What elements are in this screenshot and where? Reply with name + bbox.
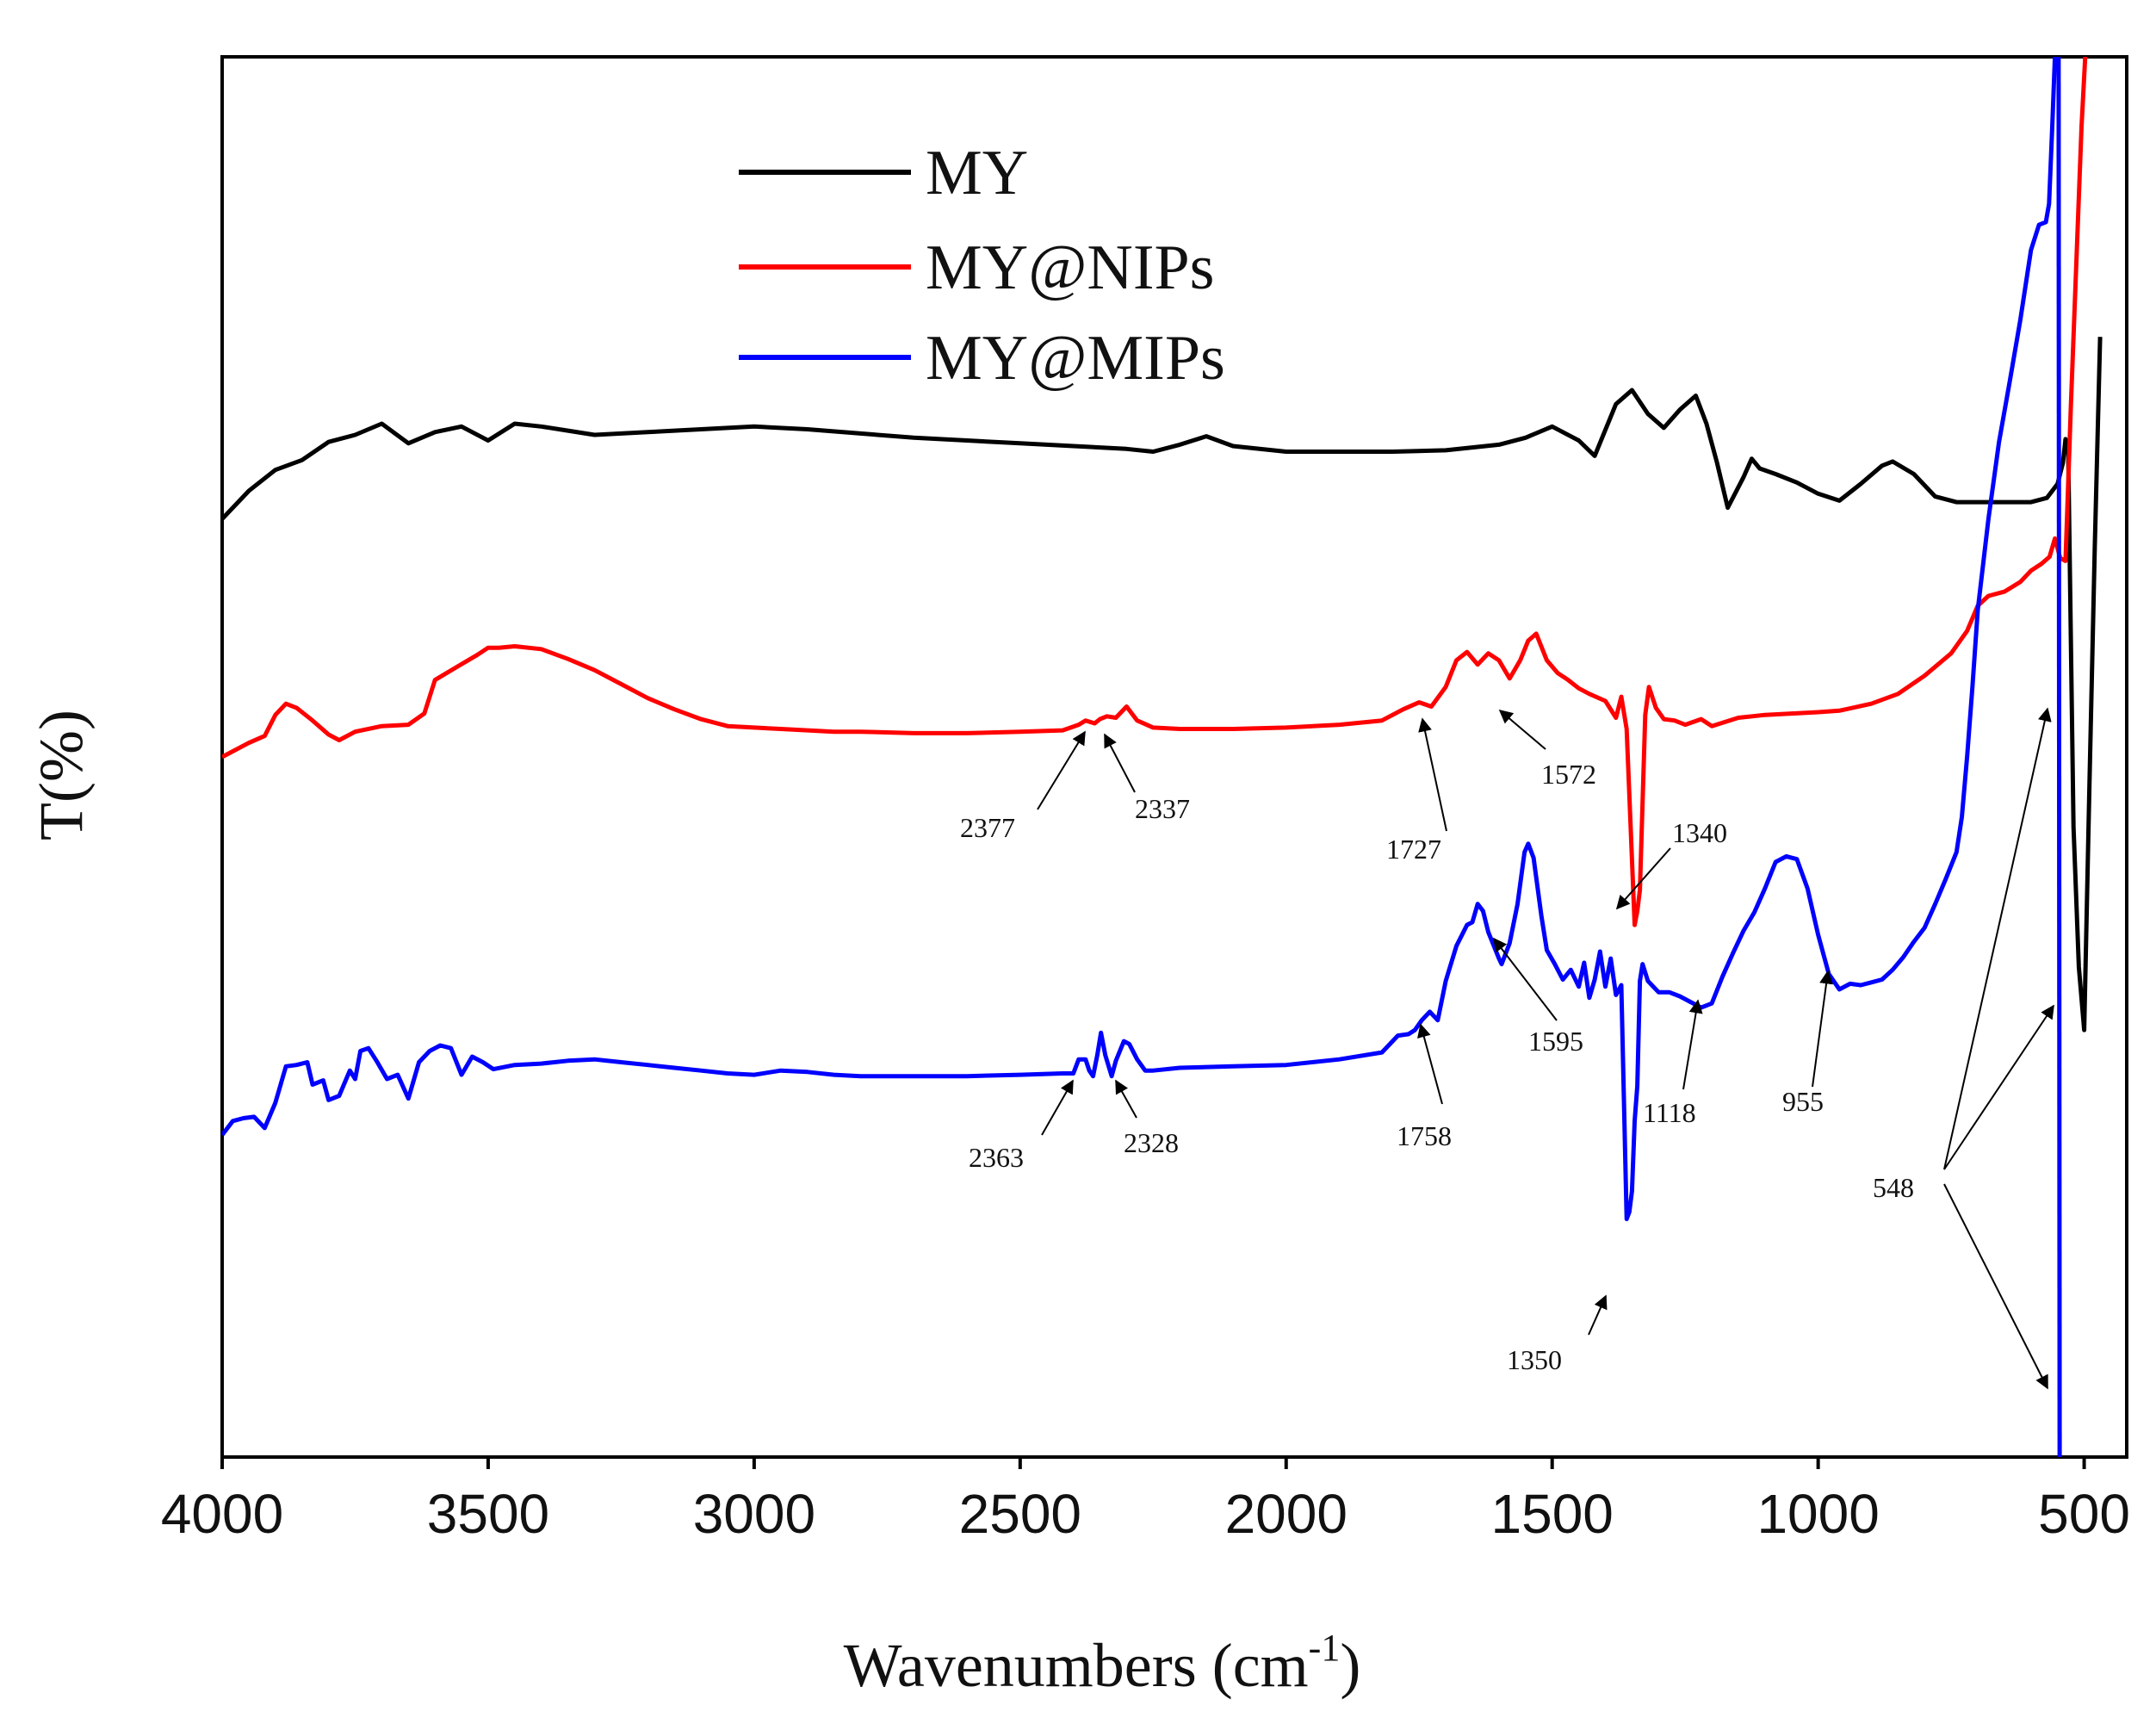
- series-line-my-nips: [222, 57, 2088, 927]
- arrow-1595: [1493, 937, 1558, 1021]
- arrow-2328: [1115, 1079, 1137, 1119]
- arrow-1572: [1498, 709, 1546, 750]
- x-tick-label-3000: 3000: [693, 1483, 815, 1545]
- arrow-1118: [1682, 999, 1703, 1090]
- arrow-1350: [1588, 1294, 1608, 1336]
- peak-label-2377: 2377: [960, 812, 1015, 843]
- legend-label-nips: MY@NIPs: [926, 233, 1214, 303]
- x-axis: 4000 3500 3000 2500 2000 1500 1000 500: [161, 1457, 2130, 1545]
- series-line-my: [222, 337, 2103, 1033]
- arrow-2377: [1037, 730, 1086, 810]
- peak-label-1727: 1727: [1386, 834, 1441, 865]
- peak-label-1758: 1758: [1397, 1120, 1452, 1151]
- legend-label-mips: MY@MIPs: [926, 323, 1225, 394]
- arrow-2363: [1041, 1079, 1074, 1136]
- peak-label-2337: 2337: [1135, 793, 1190, 824]
- series-layer: [222, 57, 2103, 1457]
- peak-annotations: 2377 2337 1727 1572 1340 2363 2328 1758 …: [960, 707, 2054, 1390]
- x-axis-title-main: Wavenumbers (cm: [844, 1631, 1309, 1700]
- x-axis-title: Wavenumbers (cm-1): [844, 1627, 1361, 1700]
- arrow-1340: [1615, 847, 1671, 910]
- x-tick-label-4000: 4000: [161, 1483, 283, 1545]
- peak-label-955: 955: [1782, 1086, 1824, 1117]
- arrow-1758: [1417, 1023, 1443, 1105]
- x-axis-title-close: ): [1340, 1631, 1360, 1700]
- series-line-my-mips-548-line: [2056, 57, 2062, 1457]
- arrow-1727: [1418, 717, 1447, 832]
- series-line-my-mips: [222, 57, 2058, 1222]
- x-tick-label-2500: 2500: [959, 1483, 1081, 1545]
- x-tick-label-1500: 1500: [1491, 1483, 1614, 1545]
- peak-label-1350: 1350: [1507, 1344, 1562, 1375]
- arrow-2337: [1104, 733, 1136, 793]
- peak-label-1118: 1118: [1643, 1097, 1696, 1128]
- arrow-548-b: [1943, 1004, 2054, 1170]
- y-axis-title: T(%): [27, 710, 96, 840]
- x-tick-label-2000: 2000: [1225, 1483, 1348, 1545]
- x-tick-label-500: 500: [2038, 1483, 2130, 1545]
- peak-label-1340: 1340: [1672, 817, 1727, 848]
- peak-label-1595: 1595: [1528, 1026, 1583, 1057]
- arrow-548-c: [1943, 1183, 2048, 1390]
- arrow-955: [1812, 970, 1834, 1088]
- x-axis-title-sup: -1: [1309, 1627, 1341, 1669]
- x-tick-label-1000: 1000: [1756, 1483, 1879, 1545]
- peak-label-1572: 1572: [1541, 759, 1596, 790]
- peak-label-2328: 2328: [1124, 1127, 1179, 1158]
- peak-label-548: 548: [1873, 1172, 1914, 1203]
- peak-label-2363: 2363: [969, 1142, 1024, 1173]
- arrow-548-a: [1943, 707, 2052, 1170]
- legend: MY MY@NIPs MY@MIPs: [739, 138, 1225, 394]
- x-tick-label-3500: 3500: [427, 1483, 549, 1545]
- legend-label-my: MY: [926, 138, 1028, 208]
